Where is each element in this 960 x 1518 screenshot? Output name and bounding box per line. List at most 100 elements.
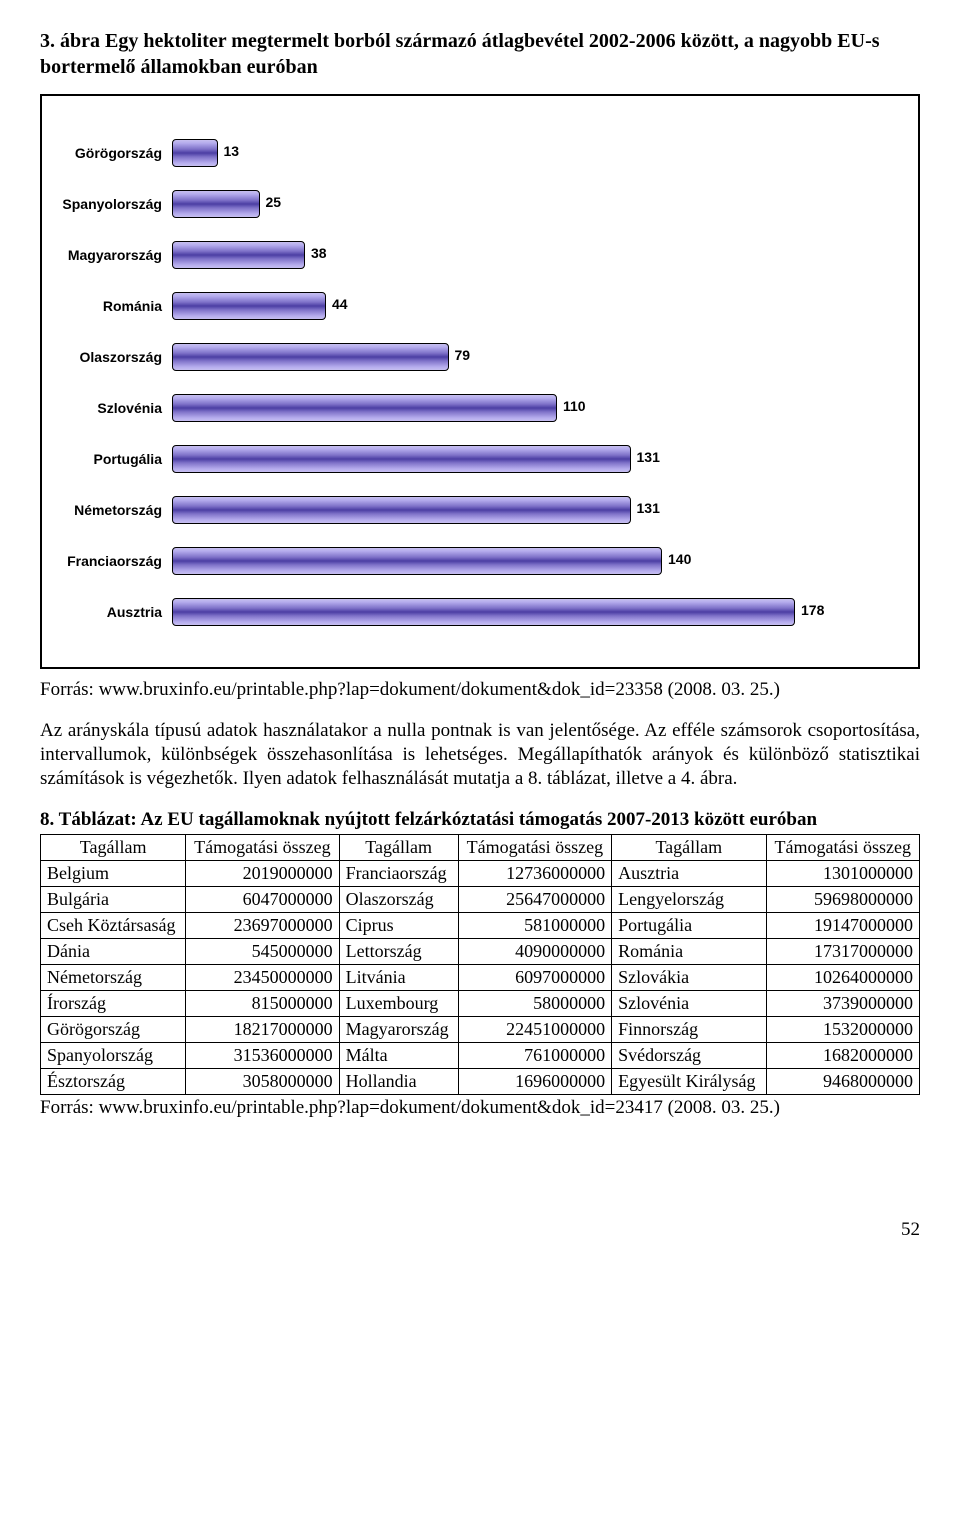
- table-header: Tagállam: [339, 835, 458, 861]
- bar-value: 131: [637, 449, 660, 465]
- table-cell: 17317000000: [766, 939, 919, 965]
- bar-label: Magyarország: [52, 247, 172, 263]
- table-header: Tagállam: [612, 835, 766, 861]
- table-cell: Cseh Köztársaság: [41, 913, 186, 939]
- chart-source: Forrás: www.bruxinfo.eu/printable.php?la…: [40, 679, 920, 701]
- bar-track: 79: [172, 343, 896, 371]
- bar: [172, 190, 260, 218]
- table-cell: 25647000000: [458, 887, 611, 913]
- table-cell: 12736000000: [458, 861, 611, 887]
- table-cell: 4090000000: [458, 939, 611, 965]
- table-cell: 815000000: [186, 991, 339, 1017]
- table-source: Forrás: www.bruxinfo.eu/printable.php?la…: [40, 1097, 920, 1119]
- table-cell: Egyesült Királyság: [612, 1069, 766, 1095]
- page-number: 52: [40, 1219, 920, 1241]
- bar-row: Szlovénia 110: [52, 394, 896, 422]
- table-cell: 1682000000: [766, 1043, 919, 1069]
- table-cell: 545000000: [186, 939, 339, 965]
- table-cell: 31536000000: [186, 1043, 339, 1069]
- table-cell: Németország: [41, 965, 186, 991]
- table-row: Németország23450000000Litvánia6097000000…: [41, 965, 920, 991]
- table-cell: Románia: [612, 939, 766, 965]
- table-header: Tagállam: [41, 835, 186, 861]
- table-cell: 1532000000: [766, 1017, 919, 1043]
- table-cell: 22451000000: [458, 1017, 611, 1043]
- table-cell: Magyarország: [339, 1017, 458, 1043]
- bar-row: Magyarország 38: [52, 241, 896, 269]
- bar-track: 131: [172, 445, 896, 473]
- bar: [172, 343, 449, 371]
- bar: [172, 547, 662, 575]
- revenue-bar-chart: Görögország13Spanyolország25Magyarország…: [40, 94, 920, 669]
- table-cell: 6047000000: [186, 887, 339, 913]
- bar-track: 140: [172, 547, 896, 575]
- table-cell: Olaszország: [339, 887, 458, 913]
- table-header: Támogatási összeg: [766, 835, 919, 861]
- bar-track: 44: [172, 292, 896, 320]
- table-row: Belgium2019000000Franciaország1273600000…: [41, 861, 920, 887]
- table-row: Dánia545000000Lettország4090000000Románi…: [41, 939, 920, 965]
- table-row: Észtország3058000000Hollandia1696000000E…: [41, 1069, 920, 1095]
- bar-track: 110: [172, 394, 896, 422]
- body-paragraph: Az arányskála típusú adatok használatako…: [40, 719, 920, 790]
- table-cell: 6097000000: [458, 965, 611, 991]
- bar-label: Ausztria: [52, 604, 172, 620]
- bar-value: 110: [563, 398, 586, 414]
- table-cell: Málta: [339, 1043, 458, 1069]
- table-cell: 58000000: [458, 991, 611, 1017]
- bar-row: Olaszország 79: [52, 343, 896, 371]
- bar-value: 13: [224, 143, 240, 159]
- table-cell: 59698000000: [766, 887, 919, 913]
- bar-track: 25: [172, 190, 896, 218]
- bar-label: Olaszország: [52, 349, 172, 365]
- table-row: Cseh Köztársaság23697000000Ciprus5810000…: [41, 913, 920, 939]
- table-cell: Dánia: [41, 939, 186, 965]
- bar: [172, 292, 326, 320]
- table-row: Spanyolország31536000000Málta761000000Sv…: [41, 1043, 920, 1069]
- table-cell: 2019000000: [186, 861, 339, 887]
- table-cell: Írország: [41, 991, 186, 1017]
- table-row: Bulgária6047000000Olaszország25647000000…: [41, 887, 920, 913]
- bar-value: 131: [637, 500, 660, 516]
- bar-label: Németország: [52, 502, 172, 518]
- bar-row: Románia 44: [52, 292, 896, 320]
- bar-value: 44: [332, 296, 348, 312]
- table-cell: 23697000000: [186, 913, 339, 939]
- bar-value: 25: [266, 194, 282, 210]
- bar-label: Románia: [52, 298, 172, 314]
- table-cell: 1696000000: [458, 1069, 611, 1095]
- bar-value: 79: [455, 347, 471, 363]
- bar: [172, 445, 631, 473]
- bar-label: Szlovénia: [52, 400, 172, 416]
- table-cell: 3739000000: [766, 991, 919, 1017]
- bar-row: Franciaország140: [52, 547, 896, 575]
- table-header: Támogatási összeg: [186, 835, 339, 861]
- bar: [172, 394, 557, 422]
- table-cell: 19147000000: [766, 913, 919, 939]
- table-cell: Spanyolország: [41, 1043, 186, 1069]
- table-cell: 9468000000: [766, 1069, 919, 1095]
- bar-value: 38: [311, 245, 327, 261]
- table-cell: Svédország: [612, 1043, 766, 1069]
- bar-row: Ausztria 178: [52, 598, 896, 626]
- table-cell: Ciprus: [339, 913, 458, 939]
- bar: [172, 241, 305, 269]
- bar-value: 178: [801, 602, 824, 618]
- bar-row: Görögország13: [52, 139, 896, 167]
- table-cell: 18217000000: [186, 1017, 339, 1043]
- bar: [172, 496, 631, 524]
- support-table: TagállamTámogatási összegTagállamTámogat…: [40, 834, 920, 1095]
- table-cell: Szlovákia: [612, 965, 766, 991]
- table-cell: Bulgária: [41, 887, 186, 913]
- table-cell: Belgium: [41, 861, 186, 887]
- table-cell: Ausztria: [612, 861, 766, 887]
- table-cell: 23450000000: [186, 965, 339, 991]
- table-cell: Franciaország: [339, 861, 458, 887]
- bar: [172, 139, 218, 167]
- table-cell: Litvánia: [339, 965, 458, 991]
- table-cell: Észtország: [41, 1069, 186, 1095]
- table-cell: Luxembourg: [339, 991, 458, 1017]
- chart-title: 3. ábra Egy hektoliter megtermelt borból…: [40, 28, 920, 80]
- table-cell: 1301000000: [766, 861, 919, 887]
- table-cell: Szlovénia: [612, 991, 766, 1017]
